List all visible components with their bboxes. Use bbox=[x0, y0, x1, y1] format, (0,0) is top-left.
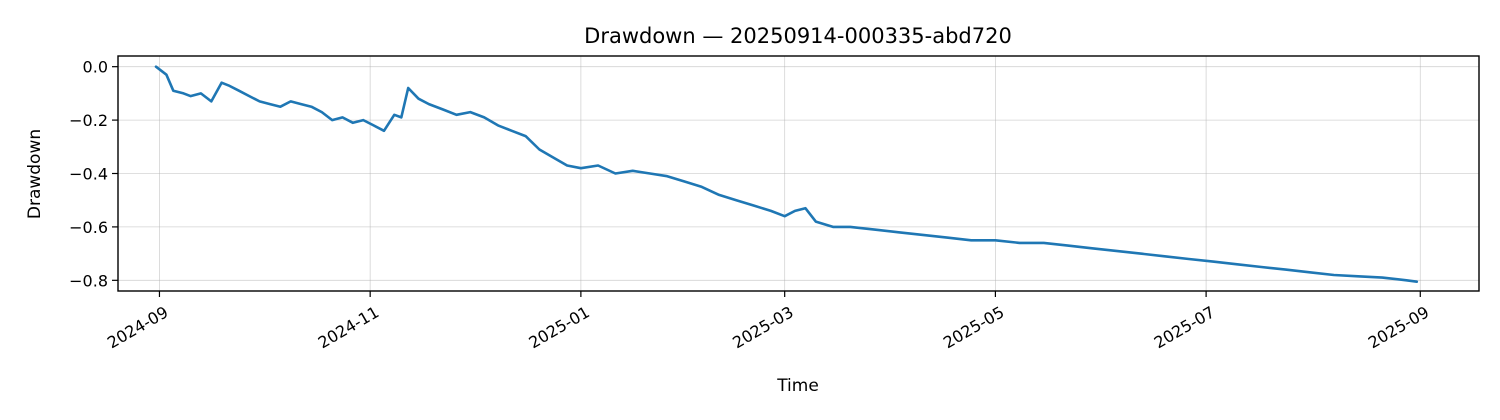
x-tick-label: 2025-09 bbox=[1365, 302, 1432, 352]
y-tick-label: −0.6 bbox=[69, 218, 108, 237]
x-axis-ticks: 2024-09 2024-11 2025-01 2025-03 2025-05 2025-… bbox=[104, 291, 1432, 352]
drawdown-series-line bbox=[154, 65, 1419, 283]
y-axis-label: Drawdown bbox=[25, 129, 45, 219]
x-tick-label: 2024-11 bbox=[315, 302, 382, 352]
x-tick-label: 2025-03 bbox=[729, 302, 796, 352]
grid-layer bbox=[118, 56, 1479, 291]
x-tick-label: 2025-01 bbox=[525, 302, 592, 352]
x-axis-label: Time bbox=[776, 376, 819, 396]
series-layer bbox=[154, 65, 1419, 283]
y-tick-label: 0.0 bbox=[83, 58, 108, 77]
x-tick-label: 2025-05 bbox=[940, 302, 1007, 352]
y-tick-label: −0.8 bbox=[69, 271, 108, 290]
chart-title: Drawdown — 20250914-000335-abd720 bbox=[584, 24, 1012, 48]
y-axis-ticks: 0.0 −0.2 −0.4 −0.6 −0.8 bbox=[69, 58, 118, 290]
y-tick-label: −0.2 bbox=[69, 111, 108, 130]
y-tick-label: −0.4 bbox=[69, 165, 108, 184]
x-tick-label: 2024-09 bbox=[104, 302, 171, 352]
x-tick-label: 2025-07 bbox=[1151, 302, 1218, 352]
